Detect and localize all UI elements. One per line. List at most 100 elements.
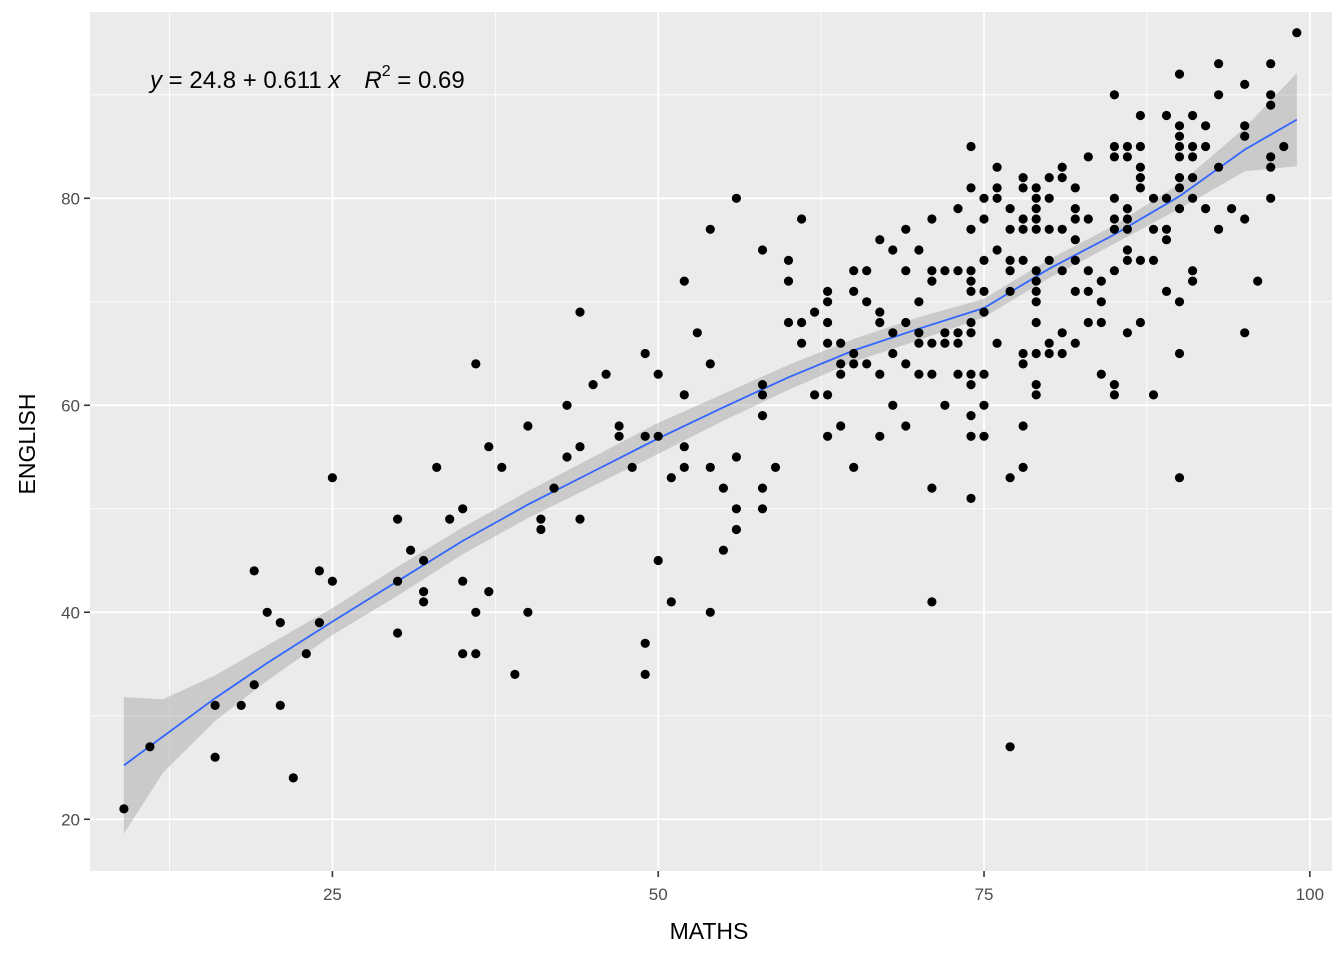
data-point [1174, 69, 1185, 79]
data-point [549, 483, 559, 493]
data-point [1201, 141, 1211, 152]
data-point [1109, 141, 1119, 152]
data-point [1122, 224, 1132, 234]
data-point [731, 193, 742, 203]
data-point [1005, 286, 1015, 296]
data-points [119, 28, 1302, 814]
data-point [393, 514, 403, 524]
data-point [979, 193, 989, 203]
data-point [419, 555, 429, 566]
data-point [849, 266, 859, 276]
data-point [588, 380, 598, 390]
data-point [875, 369, 885, 379]
data-point [757, 245, 768, 255]
data-point [1096, 276, 1106, 286]
data-point [927, 369, 937, 379]
data-point [327, 576, 337, 586]
data-point [1240, 131, 1250, 141]
data-point [1122, 245, 1132, 255]
data-point [1018, 359, 1028, 369]
data-point [1240, 214, 1250, 224]
data-point [731, 524, 742, 535]
data-point [1109, 380, 1119, 390]
data-point [1266, 152, 1276, 162]
data-point [1174, 183, 1185, 193]
data-point [1122, 214, 1132, 224]
data-point [614, 421, 624, 431]
data-point [914, 297, 924, 307]
data-point [1161, 286, 1172, 296]
data-point [1031, 214, 1041, 224]
data-point [823, 338, 833, 348]
data-point [653, 369, 663, 379]
data-point [640, 638, 650, 648]
data-point [875, 235, 885, 245]
data-point [966, 369, 976, 379]
data-point [653, 431, 663, 441]
data-point [1070, 338, 1080, 348]
data-point [901, 266, 911, 276]
data-point [1174, 131, 1185, 141]
data-point [679, 462, 689, 472]
data-point [992, 183, 1002, 193]
data-point [757, 390, 768, 400]
data-point [275, 700, 285, 711]
data-point [1161, 110, 1172, 121]
equation-r2-value: = 0.69 [391, 67, 465, 94]
data-point [327, 473, 337, 483]
data-point [966, 317, 976, 328]
data-point [757, 411, 768, 421]
equation-body: = 24.8 + 0.611 [162, 67, 328, 94]
data-point [797, 338, 807, 348]
data-point [1188, 276, 1198, 286]
data-point [1031, 276, 1041, 286]
data-point [692, 328, 702, 338]
data-point [875, 317, 885, 328]
data-point [1188, 110, 1198, 121]
data-point [575, 307, 585, 317]
data-point [640, 348, 650, 359]
data-point [249, 566, 259, 576]
data-point [1070, 214, 1080, 224]
data-point [940, 328, 950, 338]
data-point [575, 514, 585, 524]
data-point [1148, 390, 1159, 400]
data-point [836, 338, 846, 348]
data-point [1031, 390, 1041, 400]
data-point [1135, 183, 1145, 193]
data-point [849, 286, 859, 296]
data-point [927, 597, 937, 607]
data-point [1018, 214, 1028, 224]
data-point [1174, 204, 1185, 214]
data-point [393, 576, 403, 586]
data-point [992, 245, 1002, 255]
data-point [979, 307, 989, 317]
data-point [1057, 173, 1067, 183]
data-point [536, 524, 546, 535]
data-point [1279, 141, 1289, 152]
data-point [1083, 286, 1093, 296]
data-point [783, 276, 794, 286]
data-point [992, 162, 1002, 172]
data-point [810, 307, 820, 317]
data-point [1122, 255, 1132, 265]
x-axis-ticks: 25 50 75 100 [323, 871, 1324, 904]
data-point [875, 307, 885, 317]
data-point [419, 597, 429, 607]
data-point [1018, 421, 1028, 431]
data-point [1135, 173, 1145, 183]
data-point [757, 380, 768, 390]
data-point [523, 421, 533, 431]
data-point [966, 276, 976, 286]
data-point [1227, 204, 1237, 214]
data-point [1135, 162, 1145, 172]
data-point [979, 214, 989, 224]
data-point [901, 359, 911, 369]
data-point [1070, 286, 1080, 296]
data-point [1070, 204, 1080, 214]
data-point [458, 504, 468, 514]
data-point [940, 400, 950, 410]
data-point [419, 587, 429, 597]
data-point [1057, 224, 1067, 234]
data-point [927, 338, 937, 348]
